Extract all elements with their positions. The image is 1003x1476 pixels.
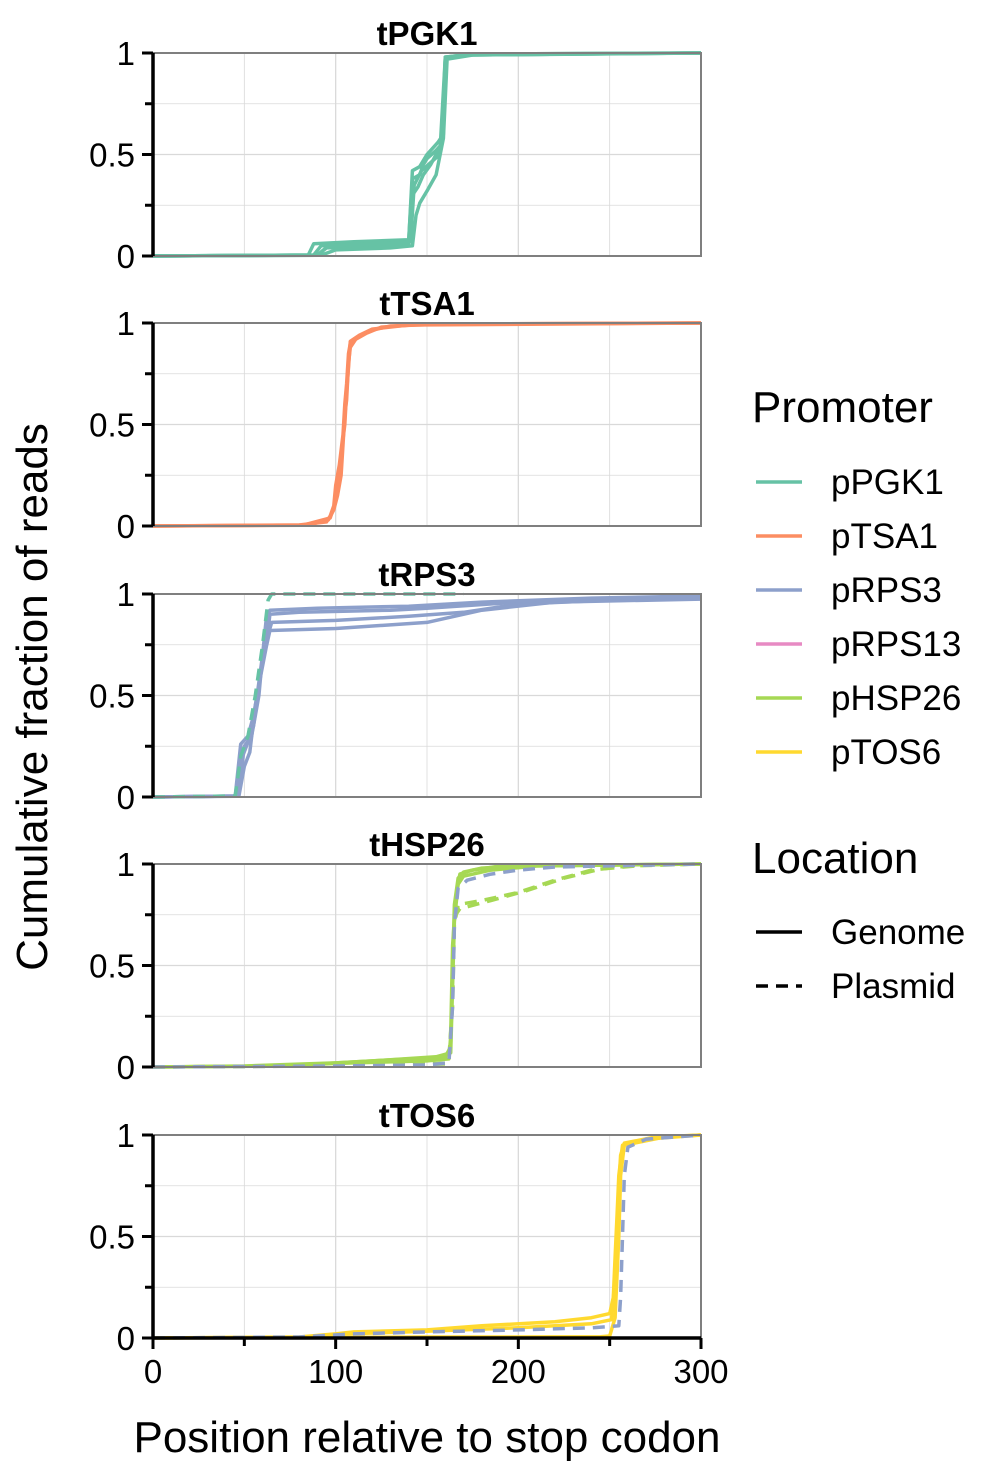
y-tick-label: 0 xyxy=(117,779,135,816)
panel-tTSA1: 0 0.5 1 tTSA1 xyxy=(89,285,702,545)
y-tick-label: 0 xyxy=(117,508,135,545)
legend: Promoter Location pPGK1pTSA1pRPS3pRPS13p… xyxy=(752,383,965,1006)
y-tick-label: 0 xyxy=(117,1049,135,1086)
series-line-pPGK1-genome xyxy=(152,51,702,258)
series-line-pRPS3-plasmid xyxy=(152,862,702,1069)
legend-title-location: Location xyxy=(752,834,918,883)
y-tick-label: 1 xyxy=(117,35,135,72)
panel-title: tTSA1 xyxy=(379,285,474,322)
legend-promoter-entries: pPGK1 pTSA1 pRPS3 pRPS13 pHSP26 pTOS6 xyxy=(756,463,961,772)
y-tick-label: 1 xyxy=(117,846,135,883)
legend-label-genome: Genome xyxy=(831,913,965,952)
legend-label-plasmid: Plasmid xyxy=(831,967,955,1006)
legend-label-pTSA1: pTSA1 xyxy=(831,517,938,556)
legend-title-promoter: Promoter xyxy=(752,383,933,432)
panel-title: tRPS3 xyxy=(378,556,475,593)
x-tick-label: 100 xyxy=(308,1353,363,1390)
y-tick-label: 1 xyxy=(117,576,135,613)
x-tick-label: 300 xyxy=(673,1353,728,1390)
panel-title: tTOS6 xyxy=(379,1097,476,1134)
y-tick-label: 0.5 xyxy=(89,678,135,715)
legend-label-pHSP26: pHSP26 xyxy=(831,679,961,718)
legend-label-pRPS3: pRPS3 xyxy=(831,571,942,610)
y-tick-label: 0.5 xyxy=(89,407,135,444)
y-tick-label: 0.5 xyxy=(89,137,135,174)
panel-tPGK1: 0 0.5 1 tPGK1 xyxy=(89,15,702,275)
panel-tHSP26: 0 0.5 1 tHSP26 xyxy=(89,826,702,1086)
y-tick-label: 0 xyxy=(117,238,135,275)
panel-tRPS3: 0 0.5 1 tRPS3 xyxy=(89,556,702,816)
facet-panels: 0 0.5 1 tPGK1 0 0.5 1 tTSA1 0 0.5 1 tRPS3 0 0.5 1 tHSP2… xyxy=(89,15,702,1357)
x-axis: 0 100 200 300 xyxy=(144,1336,729,1390)
legend-label-pRPS13: pRPS13 xyxy=(831,625,961,664)
series-line-pRPS3-plasmid xyxy=(152,1133,702,1340)
x-axis-title: Position relative to stop codon xyxy=(133,1413,720,1462)
legend-location-entries: Genome Plasmid xyxy=(756,913,965,1006)
series-line-pPGK1-genome xyxy=(152,51,702,258)
legend-label-pTOS6: pTOS6 xyxy=(831,733,941,772)
y-tick-label: 0 xyxy=(117,1320,135,1357)
panel-title: tHSP26 xyxy=(369,826,485,863)
y-tick-label: 0.5 xyxy=(89,1219,135,1256)
y-tick-label: 1 xyxy=(117,305,135,342)
y-axis-title: Cumulative fraction of reads xyxy=(8,423,57,971)
y-tick-label: 0.5 xyxy=(89,948,135,985)
y-tick-label: 1 xyxy=(117,1117,135,1154)
series-line-pRPS3-genome xyxy=(152,597,702,799)
x-tick-label: 200 xyxy=(491,1353,546,1390)
series-line-pPGK1-plasmid xyxy=(152,592,464,799)
panel-title: tPGK1 xyxy=(377,15,478,52)
x-tick-label: 0 xyxy=(144,1353,162,1390)
legend-label-pPGK1: pPGK1 xyxy=(831,463,944,502)
series-line-pHSP26-plasmid xyxy=(152,862,702,1069)
panel-tTOS6: 0 0.5 1 tTOS6 xyxy=(89,1097,702,1357)
series-line-pTSA1-genome xyxy=(152,321,702,528)
